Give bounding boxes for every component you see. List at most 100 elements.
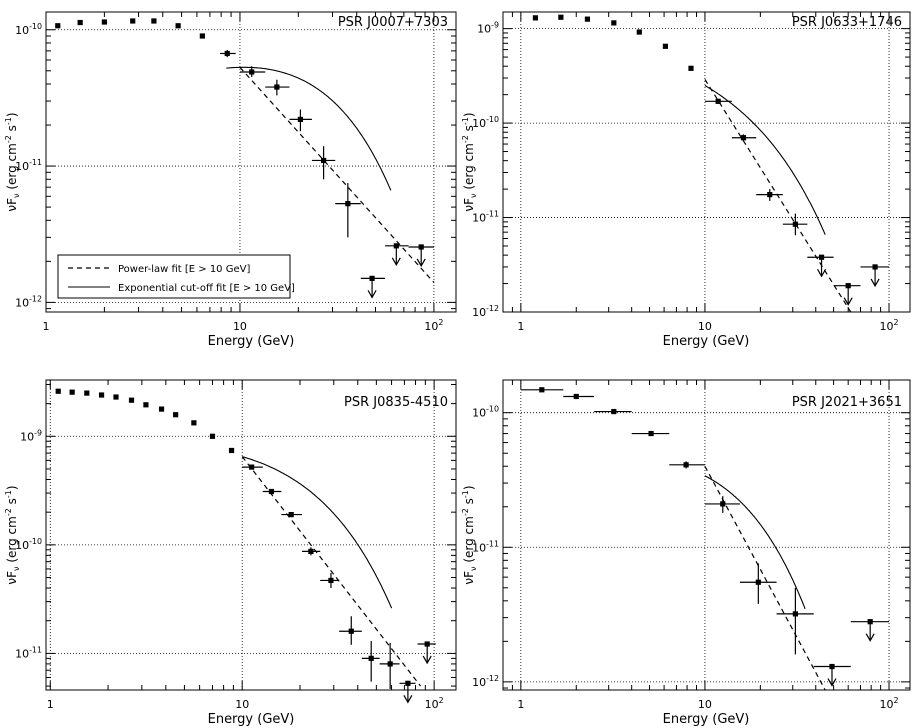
x-tick-labels: 1 10 102 [517,696,898,711]
plot-frame [502,379,911,691]
chart-panel-j2021: 1 10 102 10-12 10-11 10-10 PSR J2021+3651 En… [461,379,911,727]
axis-ticks [46,380,456,690]
x-tick-label: 1 [517,320,524,333]
data-point-marker [611,408,617,415]
data-point-marker [867,619,873,625]
data-point-marker [288,511,294,518]
data-points [55,388,436,704]
data-point-marker [715,98,721,104]
power-law-fit-line [704,465,826,690]
exp-cutoff-fit-curve [226,66,392,191]
y-axis-label: νFν (erg cm-2 s-1) [4,485,21,584]
upper-limit-arrowhead [870,278,880,288]
x-tick-label: 1 [47,698,54,711]
y-tick-label: 10-11 [15,645,42,660]
y-tick-label: 10-9 [477,21,499,36]
fit-curves [241,456,422,687]
legend-entry-exp-cutoff: Exponential cut-off fit [E > 10 GeV] [118,283,295,294]
data-point-marker [55,388,61,394]
x-tick-label: 102 [425,696,444,711]
data-point-marker [405,680,411,686]
data-points [55,18,434,299]
data-point-marker [321,157,327,164]
data-point-marker [387,661,393,667]
data-point-marker [872,264,878,270]
data-point-marker [755,579,761,585]
data-point-marker [84,390,90,396]
fit-curves [704,465,826,690]
data-point-marker [209,433,216,439]
x-axis-label: Energy (GeV) [663,334,750,349]
y-tick-labels: 10-12 10-11 10-10 10-9 [472,21,499,319]
data-point-marker [424,641,430,647]
data-point-marker [274,84,280,90]
data-point-marker [688,65,694,71]
data-point-marker [199,33,205,39]
data-point-marker [418,244,424,250]
y-tick-label: 10-10 [15,22,42,37]
grid-lines [503,380,910,690]
legend: Power-law fit [E > 10 GeV] Exponential c… [57,254,295,299]
y-tick-label: 10-9 [20,428,42,443]
fit-curves [704,79,852,312]
upper-limit-arrowhead [422,655,432,665]
data-point-marker [328,577,334,584]
x-tick-label: 10 [235,698,249,711]
data-point-marker [584,16,591,22]
x-tick-label: 102 [424,318,443,333]
y-tick-label: 10-11 [15,158,42,173]
power-law-fit-line [704,79,852,312]
data-point-marker [818,254,825,260]
exp-cutoff-fit-curve [242,456,393,609]
data-point-marker [348,628,354,634]
data-point-marker [539,387,545,393]
legend-entry-power-law: Power-law fit [E > 10 GeV] [118,264,250,275]
grid-lines [503,12,910,313]
data-point-marker [393,243,399,249]
y-tick-label: 10-12 [472,674,499,689]
power-law-fit-line [241,456,422,687]
data-point-marker [175,23,181,29]
y-tick-label: 10-12 [472,304,499,319]
data-point-marker [558,14,564,20]
data-point-marker [113,394,119,400]
x-tick-label: 102 [880,696,899,711]
upper-limit-arrowhead [416,258,426,268]
data-point-marker [648,430,654,437]
data-point-marker [128,397,135,403]
panel-title: PSR J0835-4510 [344,395,448,410]
plot-frame [502,11,911,313]
upper-limit-arrowhead [817,268,827,278]
data-point-marker [69,389,75,395]
data-point-marker [532,15,539,21]
x-tick-label: 10 [233,320,247,333]
data-point-marker [368,655,374,661]
y-tick-label: 10-12 [15,294,42,309]
data-point-marker [683,462,689,468]
data-point-marker [308,548,314,555]
x-tick-label: 1 [517,698,524,711]
data-point-marker [98,392,105,398]
data-point-marker [369,275,375,281]
axis-ticks [45,12,456,312]
y-axis-label: νFν (erg cm-2 s-1) [461,485,478,584]
y-tick-label: 10-10 [472,405,499,420]
upper-limit-arrowhead [391,257,401,267]
data-point-marker [130,18,136,24]
y-tick-labels: 10-11 10-10 10-9 [15,428,42,660]
upper-limit-arrowhead [827,678,837,687]
panel-title: PSR J2021+3651 [792,395,902,410]
x-tick-labels: 1 10 102 [43,318,444,333]
y-tick-label: 10-11 [472,539,499,554]
data-point-marker [792,611,798,617]
upper-limit-arrowhead [843,297,853,306]
chart-panel-j0835: 1 10 102 10-11 10-10 10-9 PSR J0835-4510 Ene… [4,379,457,727]
axis-ticks [502,12,910,313]
panel-title: PSR J0007+7303 [338,15,448,30]
chart-panel-j0007: 1 10 102 10-12 10-11 10-10 PSR J0007+7303 En… [4,11,457,349]
data-point-marker [101,19,107,25]
data-point-marker [55,23,61,29]
upper-limit-arrowhead [403,695,413,704]
data-point-marker [767,191,773,198]
data-point-marker [792,221,798,227]
